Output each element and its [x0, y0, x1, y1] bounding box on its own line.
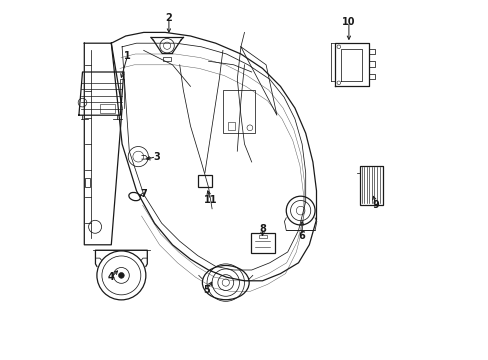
Text: 8: 8 [259, 224, 265, 234]
Text: 2: 2 [165, 13, 172, 23]
FancyBboxPatch shape [359, 166, 382, 205]
Text: 10: 10 [342, 17, 355, 27]
Text: 4: 4 [108, 272, 115, 282]
Circle shape [118, 273, 124, 278]
Text: 6: 6 [298, 231, 305, 241]
Text: 5: 5 [203, 285, 210, 295]
FancyBboxPatch shape [85, 178, 90, 187]
FancyBboxPatch shape [163, 57, 170, 61]
Text: 11: 11 [203, 195, 217, 205]
FancyBboxPatch shape [101, 104, 115, 113]
Text: 7: 7 [140, 189, 147, 199]
Text: 9: 9 [372, 200, 379, 210]
Text: 3: 3 [153, 152, 160, 162]
FancyBboxPatch shape [197, 175, 212, 187]
Text: 1: 1 [124, 51, 131, 61]
FancyBboxPatch shape [258, 235, 266, 238]
FancyBboxPatch shape [228, 122, 235, 130]
FancyBboxPatch shape [223, 90, 255, 133]
FancyBboxPatch shape [250, 233, 275, 253]
